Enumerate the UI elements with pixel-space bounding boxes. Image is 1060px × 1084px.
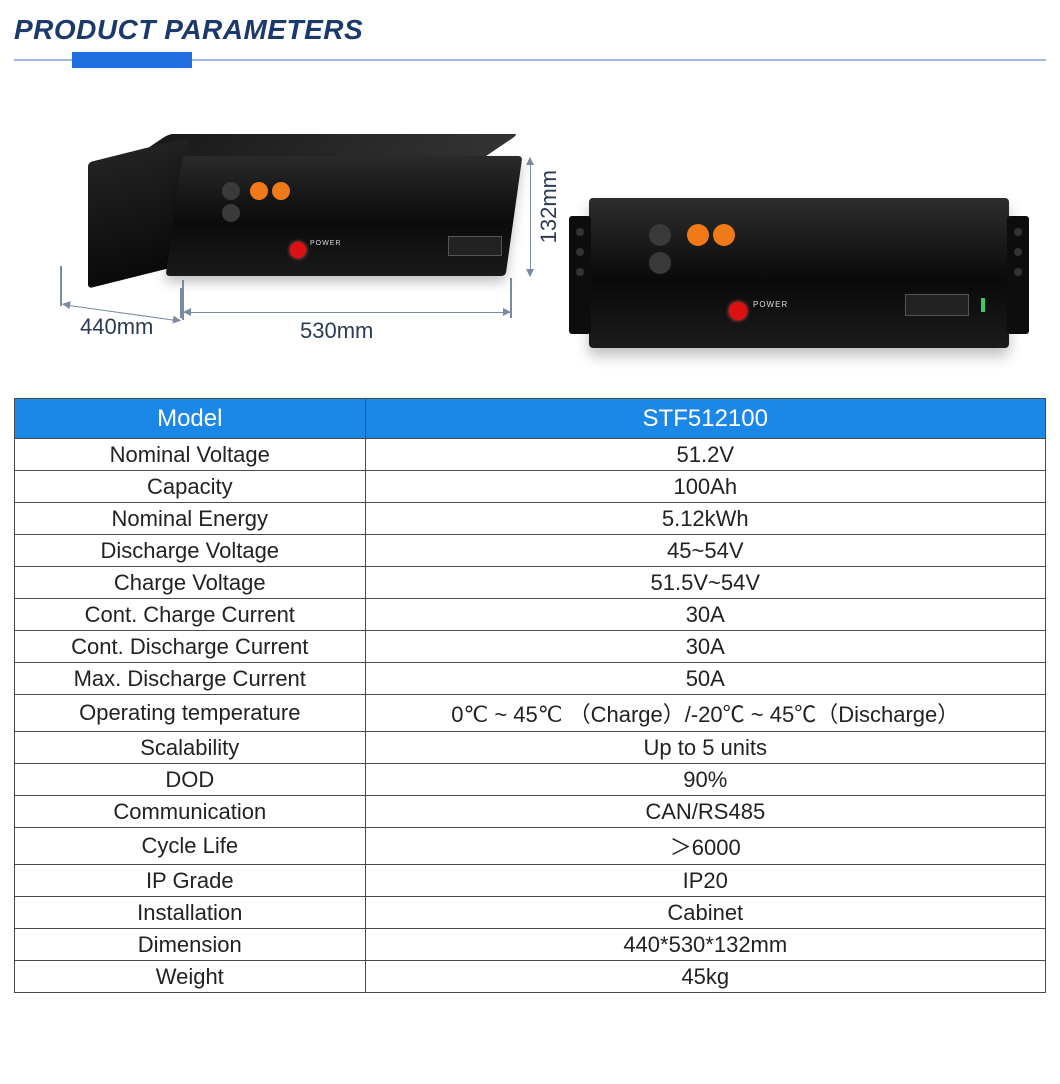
heading-underline [14,52,1046,68]
spec-table-header-row: Model STF512100 [15,399,1046,439]
spec-row-label: Cycle Life [15,828,366,865]
dim-label-width: 530mm [300,318,373,344]
spec-table-row: Weight45kg [15,961,1046,993]
device-front-face [166,156,523,276]
spec-row-label: Max. Discharge Current [15,663,366,695]
spec-table-row: Charge Voltage51.5V~54V [15,567,1046,599]
spec-row-value: IP20 [365,865,1045,897]
spec-row-label: Charge Voltage [15,567,366,599]
spec-row-label: Cont. Discharge Current [15,631,366,663]
power-button-icon [729,302,747,320]
spec-row-value: 30A [365,631,1045,663]
spec-table-row: Capacity100Ah [15,471,1046,503]
spec-row-label: Weight [15,961,366,993]
spec-header-value: STF512100 [365,399,1045,439]
spec-row-value: 51.2V [365,439,1045,471]
spec-table-row: DOD90% [15,764,1046,796]
spec-row-value: 5.12kWh [365,503,1045,535]
spec-table-row: Cont. Discharge Current30A [15,631,1046,663]
spec-row-value: 440*530*132mm [365,929,1045,961]
dim-tick [60,266,62,306]
spec-row-label: Installation [15,897,366,929]
spec-row-label: Capacity [15,471,366,503]
rack-ear-left [569,216,591,334]
spec-row-value: CAN/RS485 [365,796,1045,828]
spec-table-row: CommunicationCAN/RS485 [15,796,1046,828]
port-black-icon [649,224,671,246]
spec-table-row: Max. Discharge Current50A [15,663,1046,695]
spec-row-label: Scalability [15,732,366,764]
port-black-icon [222,182,240,200]
spec-row-label: Nominal Voltage [15,439,366,471]
spec-row-value: ＞6000 [365,828,1045,865]
spec-header-label: Model [15,399,366,439]
underline-accent-bar [72,52,192,68]
spec-row-label: DOD [15,764,366,796]
port-orange-icon [687,224,709,246]
spec-table-row: InstallationCabinet [15,897,1046,929]
section-heading: PRODUCT PARAMETERS [14,14,1046,46]
product-image-angled: POWER 440mm 530mm 132mm [24,128,564,348]
spec-table-row: Nominal Energy5.12kWh [15,503,1046,535]
spec-table-row: Dimension440*530*132mm [15,929,1046,961]
spec-row-label: Communication [15,796,366,828]
spec-row-value: 51.5V~54V [365,567,1045,599]
spec-table-row: Cycle Life＞6000 [15,828,1046,865]
spec-row-label: Nominal Energy [15,503,366,535]
product-image-front: POWER [574,148,1024,348]
power-label: POWER [753,300,788,309]
section-heading-wrap: PRODUCT PARAMETERS [14,14,1046,46]
spec-row-label: Cont. Charge Current [15,599,366,631]
dim-label-depth: 440mm [80,314,153,340]
port-black-icon [649,252,671,274]
spec-table-row: ScalabilityUp to 5 units [15,732,1046,764]
spec-row-label: Operating temperature [15,695,366,732]
power-button-icon [290,242,306,258]
spec-row-value: 0℃ ~ 45℃ （Charge）/-20℃ ~ 45℃（Discharge） [365,695,1045,732]
dim-label-height: 132mm [536,170,562,243]
port-black-icon [222,204,240,222]
port-orange-icon [250,182,268,200]
device-angled-illustration: POWER [64,128,504,288]
spec-row-label: Dimension [15,929,366,961]
spec-table-row: Cont. Charge Current30A [15,599,1046,631]
io-port-block-icon [448,236,502,256]
spec-row-value: 30A [365,599,1045,631]
spec-row-label: IP Grade [15,865,366,897]
spec-row-value: Up to 5 units [365,732,1045,764]
io-port-block-icon [905,294,969,316]
spec-row-value: 45~54V [365,535,1045,567]
spec-row-value: Cabinet [365,897,1045,929]
spec-table: Model STF512100 Nominal Voltage51.2VCapa… [14,398,1046,993]
spec-row-value: 90% [365,764,1045,796]
status-led-icon [981,298,985,312]
spec-row-label: Discharge Voltage [15,535,366,567]
port-orange-icon [713,224,735,246]
power-label: POWER [310,240,341,247]
spec-row-value: 50A [365,663,1045,695]
device-front-illustration: POWER [589,198,1009,348]
spec-table-row: Discharge Voltage45~54V [15,535,1046,567]
spec-row-value: 100Ah [365,471,1045,503]
spec-table-row: Nominal Voltage51.2V [15,439,1046,471]
product-images-row: POWER 440mm 530mm 132mm POWER [14,128,1046,348]
port-orange-icon [272,182,290,200]
rack-ear-right [1007,216,1029,334]
spec-row-value: 45kg [365,961,1045,993]
spec-table-row: Operating temperature0℃ ~ 45℃ （Charge）/-… [15,695,1046,732]
spec-table-row: IP GradeIP20 [15,865,1046,897]
